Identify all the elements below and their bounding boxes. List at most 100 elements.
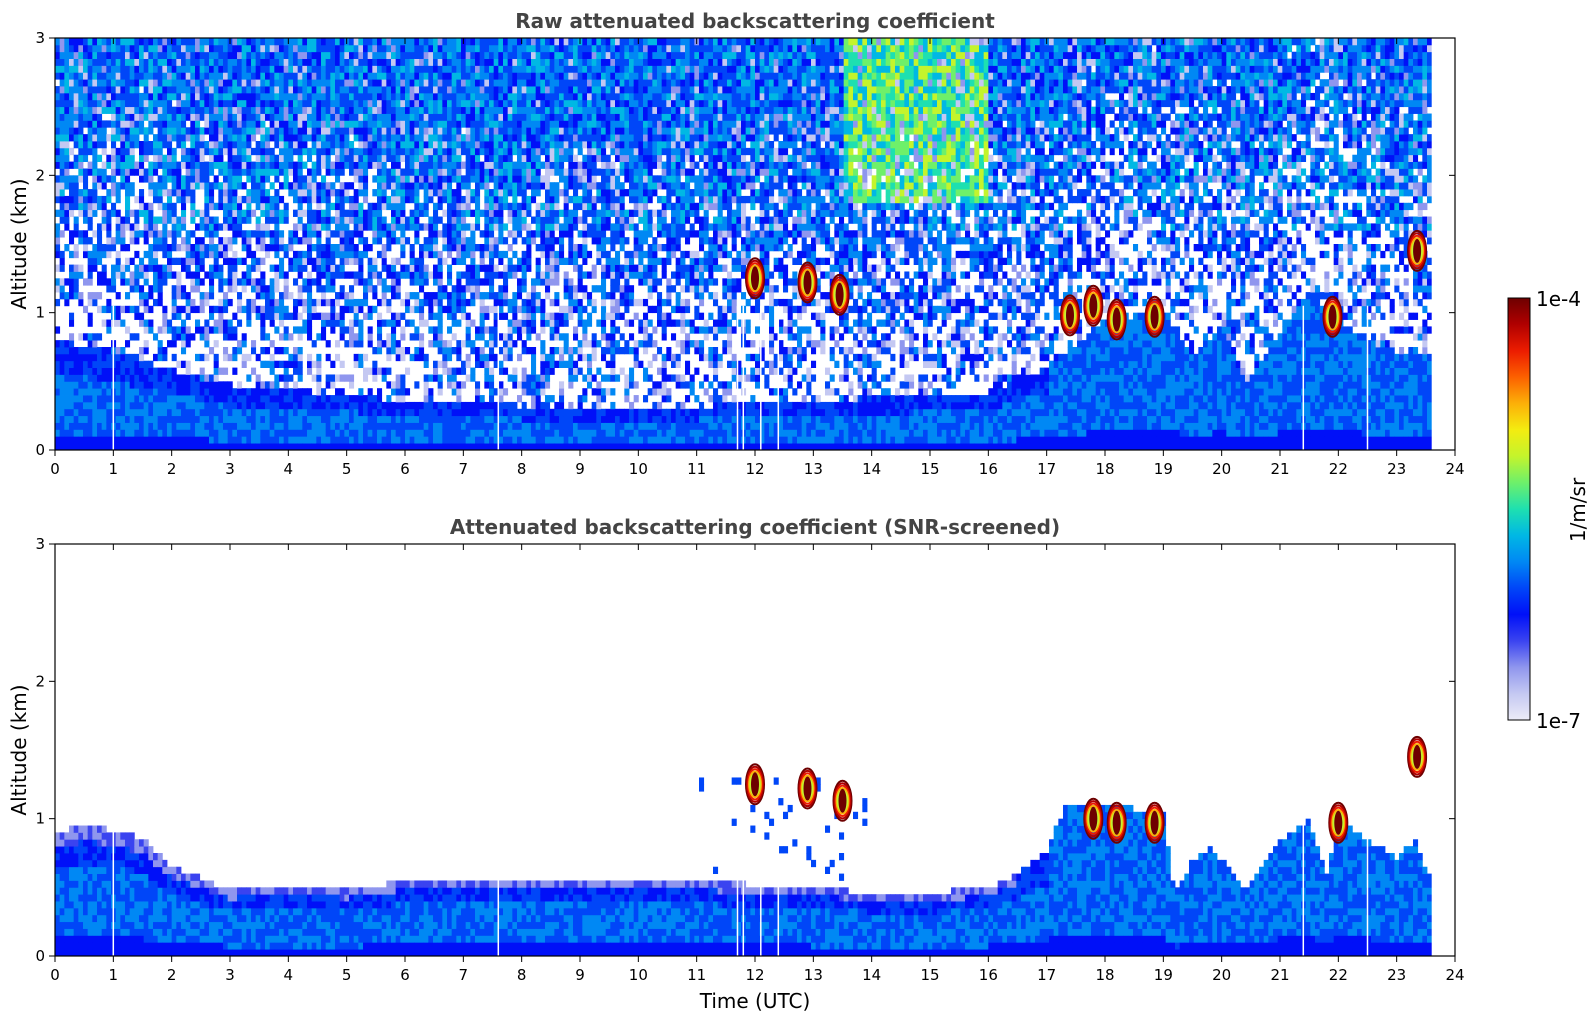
heatmap-cell [120,244,126,252]
heatmap-cell [101,161,107,169]
heatmap-cell [120,401,126,410]
heatmap-cell [470,79,476,87]
heatmap-cell [297,237,303,245]
heatmap-cell [470,374,476,382]
heatmap-cell [241,147,247,156]
heatmap-cell [73,271,79,279]
heatmap-cell [293,175,299,183]
heatmap-cell [148,182,154,190]
heatmap-cell [386,237,392,245]
heatmap-cell [297,113,303,121]
heatmap-cell [311,429,317,437]
heatmap-cell [395,257,401,265]
heatmap-cell [274,202,280,211]
heatmap-cell [185,79,191,87]
heatmap-cell [358,161,364,169]
heatmap-cell [526,312,532,320]
heatmap-cell [493,99,499,108]
heatmap-cell [386,436,392,444]
heatmap-cell [232,189,238,197]
heatmap-cell [358,319,364,327]
heatmap-cell [87,58,93,66]
heatmap-cell [92,134,98,142]
heatmap-cell [330,443,336,450]
heatmap-cell [307,99,313,108]
heatmap-cell [181,141,187,149]
heatmap-cell [176,436,182,444]
heatmap-cell [241,415,247,423]
heatmap-cell [274,237,280,245]
heatmap-cell [302,99,308,108]
heatmap-cell [414,353,420,362]
heatmap-cell [153,216,159,224]
heatmap-cell [241,401,247,410]
heatmap-cell [302,278,308,286]
heatmap-cell [526,175,532,183]
heatmap-cell [456,244,462,252]
heatmap-cell [167,244,173,252]
heatmap-cell [400,264,406,272]
heatmap-cell [461,367,467,375]
heatmap-cell [269,401,275,410]
heatmap-cell [195,401,201,410]
heatmap-cell [456,209,462,217]
heatmap-cell [139,388,145,396]
heatmap-cell [372,401,378,410]
heatmap-cell [428,72,434,80]
heatmap-cell [279,99,285,108]
heatmap-cell [311,79,317,87]
heatmap-cell [498,305,504,314]
heatmap-cell [489,106,495,114]
heatmap-cell [335,264,341,272]
heatmap-cell [269,278,275,286]
heatmap-cell [339,333,345,341]
heatmap-cell [400,408,406,417]
heatmap-cell [213,401,219,410]
heatmap-cell [465,113,471,121]
heatmap-cell [414,161,420,169]
heatmap-cell [395,161,401,169]
heatmap-cell [344,244,350,252]
heatmap-cell [367,367,373,375]
heatmap-cell [227,326,233,334]
heatmap-cell [190,141,196,149]
heatmap-cell [115,99,121,108]
heatmap-cell [190,38,196,46]
heatmap-cell [162,141,168,149]
heatmap-cell [115,209,121,217]
heatmap-cell [437,443,443,450]
heatmap-cell [181,65,187,73]
heatmap-cell [185,271,191,279]
heatmap-cell [111,106,117,114]
heatmap-cell [409,264,415,272]
heatmap-cell [129,415,135,423]
heatmap-cell [283,278,289,286]
heatmap-cell [227,44,233,53]
heatmap-cell [531,388,537,396]
heatmap-cell [339,374,345,382]
heatmap-cell [316,106,322,114]
heatmap-cell [64,44,70,53]
heatmap-cell [335,422,341,430]
heatmap-cell [139,257,145,265]
heatmap-cell [106,161,112,169]
heatmap-cell [442,415,448,423]
heatmap-cell [475,72,481,80]
heatmap-cell [134,395,140,403]
heatmap-cell [153,182,159,190]
heatmap-cell [195,141,201,149]
heatmap-cell [498,298,504,307]
heatmap-cell [204,127,210,135]
heatmap-cell [87,347,93,355]
heatmap-cell [274,99,280,108]
heatmap-cell [377,340,383,348]
heatmap-cell [358,154,364,162]
heatmap-cell [83,182,89,190]
heatmap-cell [493,298,499,307]
heatmap-cell [181,429,187,437]
heatmap-cell [279,257,285,265]
heatmap-cell [442,99,448,108]
heatmap-cell [255,388,261,396]
heatmap-cell [391,195,397,204]
heatmap-cell [223,72,229,80]
